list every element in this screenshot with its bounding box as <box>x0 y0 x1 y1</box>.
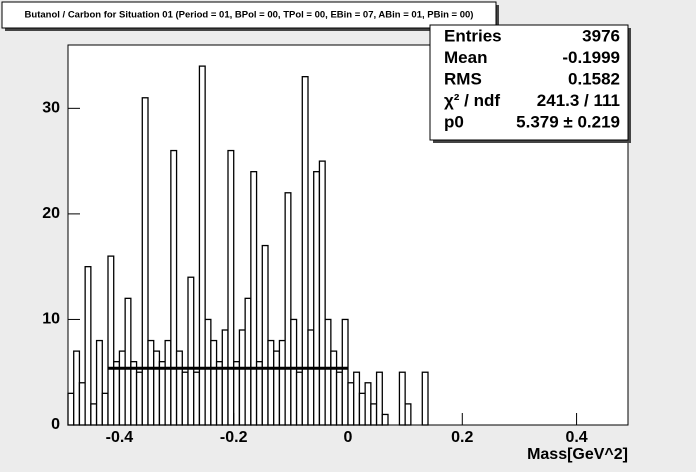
bar <box>301 76 309 426</box>
bar <box>307 329 315 426</box>
bar <box>255 361 263 426</box>
bar <box>381 413 389 426</box>
bar <box>101 392 109 426</box>
bar <box>358 392 366 426</box>
bar <box>153 350 161 426</box>
bar <box>273 350 281 426</box>
bar <box>318 160 326 426</box>
stat-label: p0 <box>444 112 464 131</box>
bar <box>130 361 138 426</box>
bar <box>141 97 149 426</box>
stat-label: χ² / ndf <box>444 91 500 110</box>
stat-value: 3976 <box>582 26 620 45</box>
bar <box>421 371 429 426</box>
x-tick-label: -0.2 <box>220 429 248 446</box>
bar <box>364 382 372 426</box>
bar <box>295 371 303 426</box>
bar <box>78 382 86 426</box>
bar <box>313 171 321 426</box>
bar <box>398 371 406 426</box>
stat-label: Entries <box>444 26 502 45</box>
bar <box>290 318 298 426</box>
bar <box>175 350 183 426</box>
axes: 0 10 20 30 -0.4 -0.2 0 0.2 0.4 <box>42 100 588 447</box>
x-axis-title: Mass[GeV^2] <box>527 446 628 463</box>
bar <box>250 171 258 426</box>
bar <box>118 350 126 426</box>
stat-value: 5.379 ± 0.219 <box>516 112 620 131</box>
bar <box>147 339 155 426</box>
bar <box>404 403 412 426</box>
stats: Entries 3976 Mean -0.1999 RMS 0.1582 χ² / ndf 2… <box>444 26 620 131</box>
bar <box>181 371 189 426</box>
bar <box>67 392 75 426</box>
bar <box>324 318 332 426</box>
stats-box <box>429 24 629 141</box>
y-tick-label: 10 <box>42 311 60 328</box>
bar <box>187 276 195 426</box>
bar <box>244 297 252 426</box>
bar <box>353 371 361 426</box>
bar <box>193 371 201 426</box>
bar <box>278 339 286 426</box>
x-tick-label: 0.2 <box>451 429 473 446</box>
title-box <box>1 1 497 29</box>
bar <box>221 329 229 426</box>
bar <box>73 350 81 426</box>
x-tick-label: -0.4 <box>106 429 134 446</box>
bar <box>158 361 166 426</box>
x-tick-label: 0 <box>344 429 353 446</box>
bar <box>95 339 103 426</box>
stat-label: RMS <box>444 69 482 88</box>
bar <box>284 192 292 426</box>
bar <box>267 339 275 426</box>
bar <box>227 149 235 426</box>
bar <box>261 244 269 426</box>
bar <box>135 371 143 426</box>
y-tick-label: 0 <box>51 416 60 433</box>
bar <box>90 403 98 426</box>
bar <box>335 371 343 426</box>
bar <box>124 297 132 426</box>
bar <box>341 318 349 426</box>
bar <box>233 361 241 426</box>
bar <box>347 382 355 426</box>
bar <box>204 318 212 426</box>
bar <box>198 65 206 426</box>
bar <box>170 149 178 426</box>
stat-label: Mean <box>444 48 487 67</box>
bar <box>370 403 378 426</box>
bar <box>107 255 115 426</box>
bar <box>330 350 338 426</box>
bar <box>210 339 218 426</box>
bar <box>375 371 383 426</box>
stat-value: 241.3 / 111 <box>537 91 620 110</box>
bar <box>215 361 223 426</box>
bar <box>113 361 121 426</box>
histogram <box>67 65 429 426</box>
stat-value: -0.1999 <box>562 48 620 67</box>
bar <box>238 329 246 426</box>
bar <box>164 339 172 426</box>
bar <box>84 266 92 426</box>
chart-title: Butanol / Carbon for Situation 01 (Perio… <box>25 10 474 21</box>
stat-value: 0.1582 <box>568 69 620 88</box>
x-tick-label: 0.4 <box>565 429 587 446</box>
y-tick-label: 20 <box>42 205 60 222</box>
y-tick-label: 30 <box>42 100 60 117</box>
